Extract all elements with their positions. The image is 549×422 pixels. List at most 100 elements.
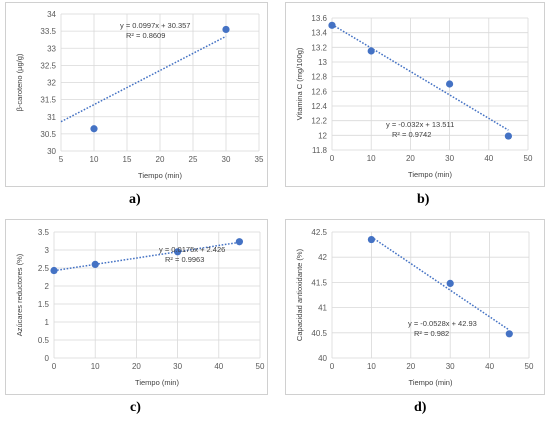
x-tick-label: 50 — [256, 362, 265, 371]
trendline — [370, 236, 510, 331]
data-point — [235, 238, 243, 246]
data-point — [367, 235, 375, 244]
y-tick-label: 0.5 — [38, 336, 50, 345]
caption-a: a) — [129, 192, 141, 207]
y-tick-label: 31 — [47, 113, 56, 122]
r-squared-label: R² = 0.8609 — [126, 31, 165, 40]
data-point — [367, 47, 375, 55]
y-tick-label: 40 — [318, 354, 327, 363]
y-tick-label: 2 — [45, 282, 50, 291]
x-tick-label: 30 — [445, 154, 454, 163]
x-tick-label: 5 — [59, 155, 64, 164]
r-squared-label: R² = 0.9742 — [392, 130, 431, 139]
trendline — [53, 241, 240, 272]
y-tick-label: 34 — [47, 10, 56, 19]
data-point — [222, 25, 230, 34]
data-point — [446, 279, 454, 288]
y-axis-title: Capacidad antioxidante (%) — [295, 248, 304, 341]
chart-panel-a: 5 10 15 20 25 30 35 30 30.5 31 31.5 32 32.5 33 33.5 34 T… — [5, 2, 268, 187]
trendline-equation: y = 0.0175x + 2.426 — [159, 245, 225, 254]
x-tick-label: 0 — [330, 362, 335, 371]
data-point — [50, 266, 58, 275]
caption-c: c) — [130, 400, 141, 415]
x-tick-label: 10 — [367, 154, 376, 163]
r-squared-label: R² = 0.982 — [414, 329, 449, 338]
data-point — [505, 330, 513, 338]
y-tick-label: 42 — [318, 253, 327, 262]
y-tick-label: 41 — [318, 304, 327, 313]
y-tick-label: 42.5 — [311, 228, 327, 237]
y-tick-label: 13.4 — [311, 29, 327, 38]
y-tick-label: 30 — [47, 147, 56, 156]
y-tick-label: 1 — [45, 318, 50, 327]
trendline-equation: y = -0.0528x + 42.93 — [408, 319, 477, 328]
x-tick-label: 35 — [255, 155, 264, 164]
caption-d: d) — [414, 400, 427, 415]
trendline-equation: y = -0.032x + 13.511 — [386, 120, 454, 129]
y-tick-label: 13.6 — [311, 14, 327, 23]
y-tick-label: 32 — [47, 79, 56, 88]
trendline — [331, 23, 509, 131]
x-tick-label: 20 — [406, 362, 415, 371]
x-axis-title: Tiempo (min) — [138, 171, 182, 180]
y-tick-label: 31.5 — [40, 96, 56, 105]
x-axis-title: Tiempo (min) — [409, 378, 453, 387]
y-tick-label: 2.5 — [38, 264, 50, 273]
y-axis-title: β-caroteno (µg/g) — [15, 53, 24, 111]
y-tick-label: 41.5 — [311, 278, 327, 287]
y-tick-label: 3.5 — [38, 228, 50, 237]
data-point — [174, 248, 182, 256]
caption-b: b) — [417, 192, 430, 207]
data-point — [446, 80, 454, 88]
y-axis-title: Azúcares reductores (%) — [15, 253, 24, 336]
x-tick-label: 30 — [446, 362, 455, 371]
x-tick-label: 50 — [525, 362, 534, 371]
y-tick-label: 11.8 — [312, 146, 328, 155]
trendline-equation: y = 0.0997x + 30.357 — [120, 21, 190, 30]
x-tick-label: 20 — [406, 154, 415, 163]
chart-b-svg: 0 10 20 30 40 50 11.8 12 12.2 12.4 12.6 12.8 13 13.2 1… — [295, 14, 533, 179]
data-point — [504, 132, 512, 140]
chart-c-svg: 0 10 20 30 40 50 0 0.5 1 1.5 2 2.5 3 3.5 Tiempo (min) A… — [15, 228, 265, 387]
y-axis-title: Vitamina C (mg/100g) — [295, 47, 304, 120]
x-tick-label: 20 — [156, 155, 165, 164]
chart-a-svg: 5 10 15 20 25 30 35 30 30.5 31 31.5 32 32.5 33 33.5 34 T… — [15, 10, 264, 180]
y-tick-label: 12.8 — [311, 73, 327, 82]
x-tick-label: 15 — [123, 155, 132, 164]
y-tick-label: 32.5 — [40, 61, 56, 70]
x-axis-title: Tiempo (min) — [408, 170, 452, 179]
y-tick-label: 3 — [45, 246, 50, 255]
x-tick-label: 10 — [90, 155, 99, 164]
x-tick-label: 40 — [485, 362, 494, 371]
y-tick-label: 12.4 — [311, 102, 327, 111]
chart-panel-d: 0 10 20 30 40 50 40 40.5 41 41.5 42 42.5 Tiempo (min… — [285, 219, 545, 395]
chart-panel-c: 0 10 20 30 40 50 0 0.5 1 1.5 2 2.5 3 3.5 Tiempo (min) A… — [5, 219, 268, 395]
y-tick-label: 1.5 — [38, 300, 50, 309]
y-tick-label: 40.5 — [311, 329, 327, 338]
r-squared-label: R² = 0.9963 — [165, 255, 204, 264]
trendline — [60, 35, 227, 123]
y-tick-label: 33.5 — [40, 27, 56, 36]
x-tick-label: 50 — [524, 154, 533, 163]
x-tick-label: 0 — [330, 154, 335, 163]
y-tick-label: 0 — [45, 354, 50, 363]
data-point — [91, 260, 99, 268]
chart-panel-b: 0 10 20 30 40 50 11.8 12 12.2 12.4 12.6 12.8 13 13.2 1… — [285, 2, 545, 187]
x-tick-label: 20 — [132, 362, 141, 371]
chart-d-svg: 0 10 20 30 40 50 40 40.5 41 41.5 42 42.5 Tiempo (min… — [295, 228, 534, 387]
y-tick-label: 13.2 — [311, 43, 327, 52]
y-tick-label: 33 — [47, 44, 56, 53]
x-tick-label: 40 — [214, 362, 223, 371]
y-tick-label: 30.5 — [40, 130, 56, 139]
y-tick-label: 12 — [318, 131, 327, 140]
y-tick-label: 13 — [318, 58, 327, 67]
x-tick-label: 10 — [367, 362, 376, 371]
x-axis-title: Tiempo (min) — [135, 378, 179, 387]
data-point — [328, 21, 336, 29]
x-tick-label: 25 — [189, 155, 198, 164]
x-tick-label: 0 — [52, 362, 57, 371]
data-point — [90, 125, 98, 133]
x-tick-label: 30 — [222, 155, 231, 164]
x-tick-label: 40 — [484, 154, 493, 163]
x-tick-label: 10 — [91, 362, 100, 371]
